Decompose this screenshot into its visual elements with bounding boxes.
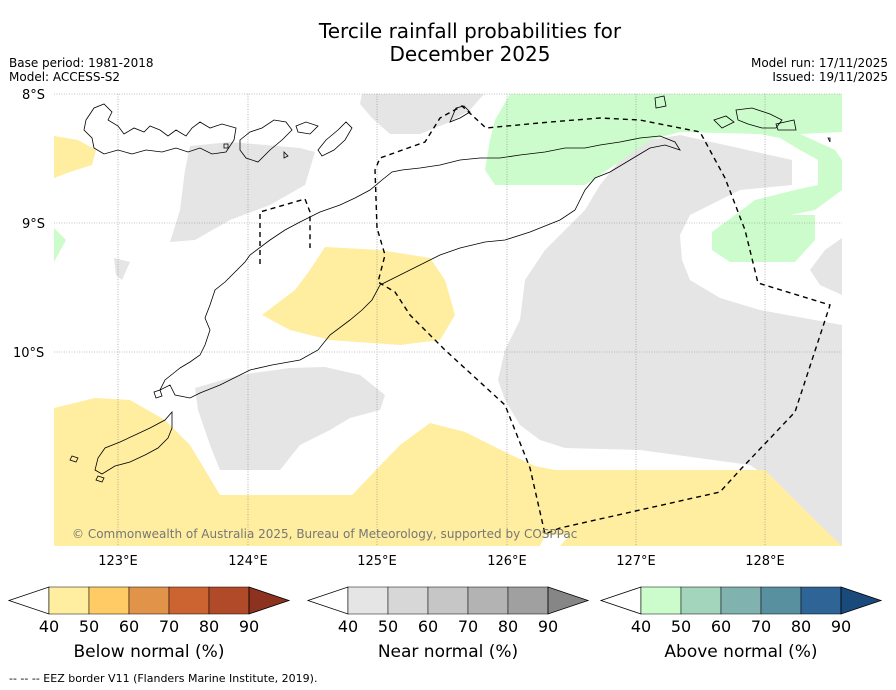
below-colorbar-segment (129, 587, 169, 614)
below-colorbar-segment (89, 587, 129, 614)
above-colorbar-tick: 80 (791, 617, 811, 636)
below-colorbar-tick: 40 (39, 617, 59, 636)
above-colorbar-segment (681, 587, 721, 614)
above-colorbar-segment (801, 587, 841, 614)
above-colorbar-tick: 60 (711, 617, 731, 636)
lon-label-123: 123°E (98, 554, 138, 569)
above-colorbar-segment (761, 587, 801, 614)
below-colorbar-tick: 70 (159, 617, 179, 636)
near-colorbar-tick: 60 (418, 617, 438, 636)
map-panel (54, 94, 842, 546)
below-colorbar-segment (169, 587, 209, 614)
copyright-notice: © Commonwealth of Australia 2025, Bureau… (72, 527, 577, 541)
lon-label-125: 125°E (357, 554, 397, 569)
near-colorbar-tick: 50 (378, 617, 398, 636)
near-colorbar-tick: 90 (538, 617, 558, 636)
above-colorbar-under-triangle (601, 587, 641, 614)
near-colorbar-over-triangle (548, 587, 588, 614)
below-colorbar-tick: 50 (79, 617, 99, 636)
near-colorbar-segment (388, 587, 428, 614)
above-normal-colorbar: 40 50 60 70 80 90 Above normal (%) (601, 587, 881, 662)
below-colorbar-segment (209, 587, 249, 614)
lat-label-9s: 9°S (22, 217, 45, 232)
above-colorbar-tick: 70 (751, 617, 771, 636)
lat-label-10s: 10°S (13, 346, 44, 361)
below-colorbar-tick: 60 (119, 617, 139, 636)
below-colorbar-over-triangle (249, 587, 289, 614)
above-colorbar-tick: 90 (831, 617, 851, 636)
below-colorbar-segment (49, 587, 89, 614)
eez-footnote: -- -- -- EEZ border V11 (Flanders Marine… (9, 672, 317, 685)
above-colorbar-tick: 50 (671, 617, 691, 636)
near-colorbar-under-triangle (308, 587, 348, 614)
map-canvas: 8°S 9°S 10°S 123°E 124°E 125°E 126°E 127… (0, 0, 896, 690)
near-colorbar-tick: 70 (458, 617, 478, 636)
near-colorbar-label: Near normal (%) (378, 642, 518, 662)
lat-label-8s: 8°S (22, 88, 45, 103)
below-normal-colorbar: 40 50 60 70 80 90 Below normal (%) (9, 587, 289, 662)
lon-label-128: 128°E (745, 554, 785, 569)
near-colorbar-tick: 80 (498, 617, 518, 636)
above-colorbar-over-triangle (841, 587, 881, 614)
lon-label-124: 124°E (228, 554, 268, 569)
below-colorbar-tick: 80 (199, 617, 219, 636)
near-colorbar-tick: 40 (338, 617, 358, 636)
above-colorbar-tick: 40 (631, 617, 651, 636)
above-colorbar-segment (721, 587, 761, 614)
above-colorbar-label: Above normal (%) (664, 642, 817, 662)
near-colorbar-segment (428, 587, 468, 614)
near-colorbar-segment (508, 587, 548, 614)
below-colorbar-tick: 90 (239, 617, 259, 636)
below-colorbar-label: Below normal (%) (74, 642, 225, 662)
lon-label-126: 126°E (487, 554, 527, 569)
near-colorbar-segment (348, 587, 388, 614)
near-normal-colorbar: 40 50 60 70 80 90 Near normal (%) (308, 587, 588, 662)
near-colorbar-segment (468, 587, 508, 614)
above-colorbar-segment (641, 587, 681, 614)
below-colorbar-under-triangle (9, 587, 49, 614)
colorbars: 40 50 60 70 80 90 Below normal (%) 40 50 60 70 80 90… (9, 587, 881, 662)
lon-label-127: 127°E (616, 554, 656, 569)
